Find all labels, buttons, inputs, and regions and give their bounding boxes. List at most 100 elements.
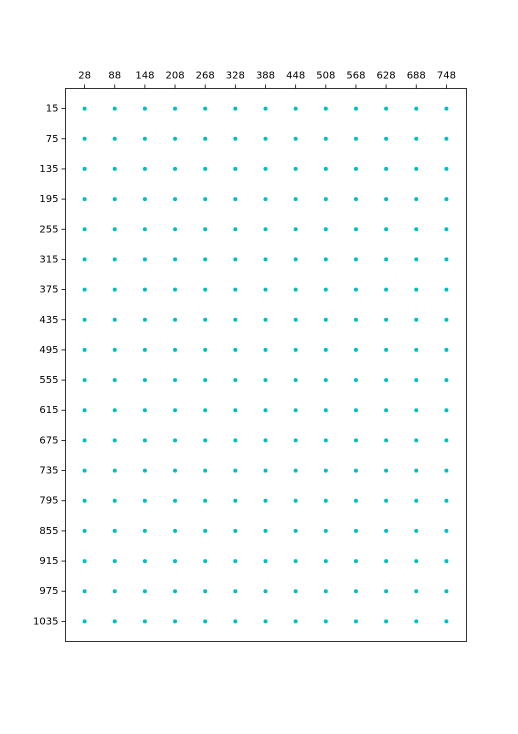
- point: [233, 166, 238, 171]
- point: [142, 589, 147, 594]
- x-tick-label: 568: [346, 71, 365, 82]
- point: [173, 619, 178, 624]
- point: [203, 438, 208, 443]
- point: [353, 619, 358, 624]
- point: [444, 136, 449, 141]
- point: [82, 378, 87, 383]
- y-tick-label: 255: [39, 224, 58, 235]
- point: [293, 106, 298, 111]
- point: [414, 498, 419, 503]
- point: [444, 287, 449, 292]
- point: [323, 378, 328, 383]
- point: [112, 197, 117, 202]
- y-tick-label: 135: [39, 164, 58, 175]
- point: [444, 559, 449, 564]
- point: [203, 166, 208, 171]
- point: [293, 287, 298, 292]
- point: [384, 166, 389, 171]
- point: [233, 257, 238, 262]
- point: [293, 438, 298, 443]
- x-tick-label: 208: [165, 71, 184, 82]
- x-tick-label: 88: [108, 71, 121, 82]
- y-tick-label: 495: [39, 345, 58, 356]
- point: [173, 166, 178, 171]
- point: [353, 438, 358, 443]
- point: [142, 347, 147, 352]
- point: [384, 106, 389, 111]
- point: [263, 438, 268, 443]
- point: [203, 528, 208, 533]
- point: [323, 589, 328, 594]
- point: [414, 106, 419, 111]
- point: [173, 106, 178, 111]
- point: [203, 136, 208, 141]
- point: [233, 619, 238, 624]
- point: [293, 559, 298, 564]
- point: [384, 287, 389, 292]
- point: [414, 197, 419, 202]
- point: [203, 197, 208, 202]
- point: [112, 227, 117, 232]
- point: [142, 136, 147, 141]
- point: [444, 589, 449, 594]
- point: [384, 197, 389, 202]
- point: [414, 227, 419, 232]
- point: [82, 257, 87, 262]
- point: [323, 468, 328, 473]
- y-tick-label: 555: [39, 375, 58, 386]
- point: [384, 136, 389, 141]
- point: [384, 619, 389, 624]
- point: [233, 197, 238, 202]
- y-tick-label: 855: [39, 526, 58, 537]
- point: [293, 589, 298, 594]
- point: [444, 408, 449, 413]
- point: [263, 317, 268, 322]
- point: [323, 227, 328, 232]
- point: [444, 468, 449, 473]
- point: [293, 136, 298, 141]
- point: [142, 498, 147, 503]
- point: [82, 136, 87, 141]
- y-tick-label: 1035: [33, 616, 58, 627]
- point: [203, 619, 208, 624]
- point: [414, 257, 419, 262]
- point: [444, 197, 449, 202]
- point: [414, 559, 419, 564]
- point: [293, 257, 298, 262]
- point: [112, 106, 117, 111]
- point: [142, 227, 147, 232]
- point: [233, 408, 238, 413]
- point: [353, 136, 358, 141]
- point: [353, 498, 358, 503]
- point: [203, 317, 208, 322]
- point: [82, 287, 87, 292]
- point: [293, 619, 298, 624]
- point: [353, 287, 358, 292]
- point: [293, 468, 298, 473]
- point: [384, 528, 389, 533]
- point: [112, 589, 117, 594]
- point: [384, 559, 389, 564]
- point: [323, 498, 328, 503]
- point: [233, 589, 238, 594]
- point: [323, 166, 328, 171]
- point: [353, 257, 358, 262]
- point: [323, 619, 328, 624]
- point: [233, 528, 238, 533]
- point: [112, 408, 117, 413]
- y-tick-label: 615: [39, 405, 58, 416]
- point: [203, 257, 208, 262]
- x-tick-label: 628: [377, 71, 396, 82]
- point: [384, 468, 389, 473]
- x-tick-label: 28: [78, 71, 91, 82]
- point: [263, 197, 268, 202]
- x-tick-label: 748: [437, 71, 456, 82]
- point: [323, 408, 328, 413]
- point: [384, 438, 389, 443]
- point: [323, 528, 328, 533]
- point: [203, 287, 208, 292]
- point: [112, 166, 117, 171]
- point: [293, 498, 298, 503]
- point: [353, 378, 358, 383]
- point: [112, 378, 117, 383]
